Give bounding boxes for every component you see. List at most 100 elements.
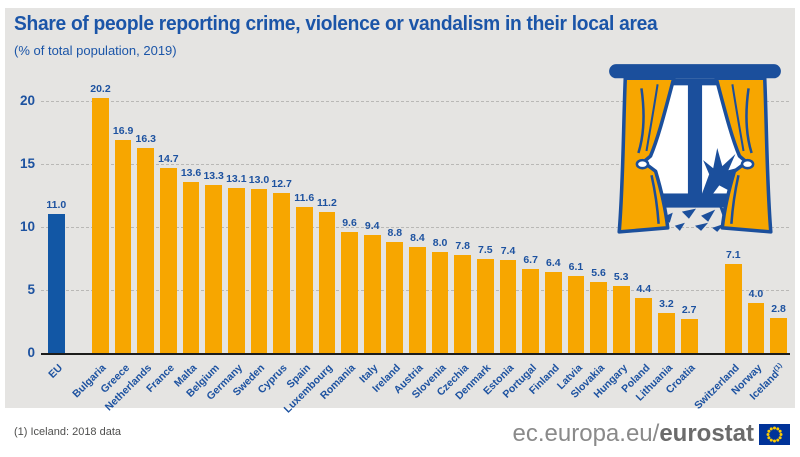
y-tick-15: 15 [19,156,35,171]
bar-norway [747,302,765,353]
gridline-10 [41,227,789,228]
value-label-slovakia: 5.6 [591,267,606,280]
bar-greece [114,140,132,353]
value-label-spain: 11.6 [294,191,315,204]
value-label-romania: 9.6 [342,217,357,230]
gridline-20 [41,101,789,102]
bar-eu [47,214,65,353]
bar-slot-hungary: 5.3 Hungary [591,90,633,400]
y-tick-0: 0 [27,345,35,360]
bar-slot-cyprus: 12.7 Cyprus [256,90,293,396]
bar-bulgaria [92,98,109,353]
y-tick-10: 10 [19,219,35,234]
bar-romania [341,232,358,353]
bar-finland [544,272,562,353]
bar-slot-spain: 11.6 Spain [284,90,316,391]
value-label-eu: 11.0 [46,199,67,212]
value-label-italy: 9.4 [364,219,380,232]
bar-slot-lithuania: 3.2 Lithuania [633,90,678,404]
left-curtain-icon [617,76,676,234]
value-label-malta: 13.6 [180,166,202,179]
bar-slot-slovakia: 5.6 Slovakia [568,90,610,400]
bar-slot-bulgaria: 20.2 Bulgaria [71,83,112,400]
value-label-lithuania: 3.2 [659,297,674,310]
value-label-iceland: 2.8 [771,302,786,315]
bar-belgium [205,185,223,353]
value-label-switzerland: 7.1 [725,248,741,261]
bar-slot-portugal: 6.7 Portugal [501,90,542,401]
bar-slot-slovenia: 8.0 Slovenia [410,90,452,401]
bar-slot-france: 14.7 France [144,90,180,395]
value-label-sweden: 13.0 [248,174,270,187]
curtain-rod-icon [609,64,781,79]
bar-spain [295,206,313,353]
bar-cyprus [273,192,290,353]
bar-slot-greece: 16.9 Greece [98,90,135,396]
chart-canvas: Share of people reporting crime, violenc… [5,8,795,416]
value-label-estonia: 7.4 [500,244,516,257]
y-tick-5: 5 [27,282,35,297]
bar-czechia [454,254,472,353]
value-label-poland: 4.4 [636,282,652,295]
bar-slot-germany: 13.1 Germany [204,90,248,403]
country-label-eu: EU [46,362,65,381]
chart-title: Share of people reporting crime, violenc… [14,13,658,35]
bar-slovakia [590,282,607,353]
chart-subtitle: (% of total population, 2019) [14,43,177,58]
bar-slot-latvia: 6.1 Latvia [554,90,588,392]
bar-slot-poland: 4.4 Poland [619,90,656,396]
value-label-ireland: 8.8 [387,227,403,240]
bar-slot-netherlands: 16.3 Netherlands [103,90,157,414]
bar-switzerland [724,263,742,353]
value-label-france: 14.7 [158,152,179,165]
bar-slot-denmark: 7.5 Denmark [454,90,497,403]
bar-slot-malta: 13.6 Malta [172,90,203,390]
value-label-belgium: 13.3 [203,170,224,183]
value-label-hungary: 5.3 [613,271,629,284]
eu-flag-icon [759,423,790,445]
bar-slot-austria: 8.4 Austria [392,90,429,396]
bar-estonia [499,259,517,353]
bar-hungary [612,286,630,353]
bar-slot-norway: 4.0 Norway [729,90,768,398]
bar-denmark [476,258,494,353]
eurostat-logo: ec.europa.eu/eurostat [513,420,790,448]
value-label-germany: 13.1 [226,172,247,185]
value-label-czechia: 7.8 [455,239,471,252]
value-label-luxembourg: 11.2 [316,196,337,209]
bars-layer: 11.0 EU 20.2 Bulgaria 16.9 Greece 16.3 Netherla… [45,83,790,416]
value-label-slovenia: 8.0 [432,237,448,250]
y-tick-20: 20 [19,93,35,108]
value-label-bulgaria: 20.2 [90,83,111,96]
bar-slot-switzerland: 7.1 Switzerland [692,90,745,412]
bar-netherlands [137,147,155,353]
x-axis-line [41,353,790,355]
value-label-greece: 16.9 [112,125,134,138]
value-label-netherlands: 16.3 [135,132,156,145]
bar-slot-iceland: 2.8 Iceland(1) [747,90,790,402]
value-label-cyprus: 12.7 [271,177,292,190]
gridline-15 [41,164,789,165]
bar-slot-estonia: 7.4 Estonia [481,90,520,398]
value-label-croatia: 2.7 [681,303,697,316]
eurostat-url-prefix: ec.europa.eu/ [512,420,660,447]
bar-france [160,167,177,353]
bar-ireland [386,242,404,353]
bar-austria [409,247,426,353]
right-curtain-icon [714,76,773,234]
bar-slot-croatia: 2.7 Croatia [664,90,701,396]
eurostat-url-bold: eurostat [659,420,754,447]
bar-sweden [250,189,268,353]
bar-slot-ireland: 8.8 Ireland [370,90,406,395]
bar-slot-finland: 6.4 Finland [527,90,565,397]
footnote: (1) Iceland: 2018 data [14,426,122,438]
broken-window-illustration [609,64,781,234]
bar-slot-sweden: 13.0 Sweden [231,90,271,398]
bar-slovenia [431,252,449,353]
bar-latvia [567,276,585,353]
bar-slot-luxembourg: 11.2 Luxembourg [282,90,339,416]
bar-slot-romania: 9.6 Romania [318,90,361,402]
bar-poland [635,297,653,353]
value-label-latvia: 6.1 [568,261,584,274]
